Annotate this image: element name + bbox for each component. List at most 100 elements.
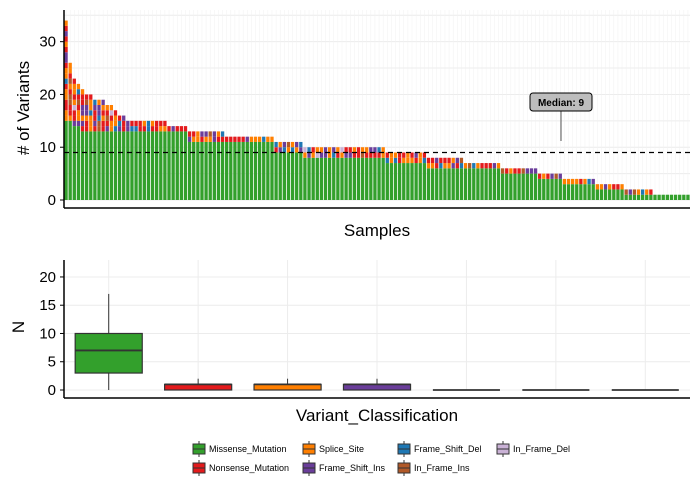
sample-bar-missense (393, 163, 398, 200)
sample-bar-missense (608, 189, 612, 200)
sample-bar-missense (122, 131, 126, 200)
sample-bar-missense (435, 168, 439, 200)
sample-bar-segment (80, 120, 85, 127)
sample-bar-missense (476, 168, 480, 200)
sample-bar-segment (113, 120, 118, 127)
sample-bar-missense (632, 194, 637, 200)
sample-bar-segment (134, 126, 138, 132)
sample-bar-segment (422, 152, 427, 158)
sample-bar-segment (64, 46, 68, 53)
sample-bar (447, 157, 451, 200)
sample-bar-segment (225, 136, 229, 142)
sample-bar-segment (105, 115, 109, 121)
sample-bar-segment (587, 178, 591, 185)
sample-bar-segment (278, 147, 282, 153)
sample-bar-missense (369, 157, 373, 200)
sample-bar-segment (406, 152, 410, 158)
sample-bar-segment (542, 173, 546, 179)
sample-bar-segment (645, 189, 649, 195)
sample-bar-missense (620, 189, 624, 200)
sample-bar (616, 184, 620, 200)
sample-bar-missense (220, 141, 225, 200)
sample-bar-segment (377, 152, 381, 158)
sample-bar-missense (575, 184, 579, 200)
sample-bar (645, 189, 649, 200)
sample-bar (369, 147, 373, 200)
sample-bar-missense (443, 168, 447, 200)
sample-bar-segment (249, 136, 254, 142)
sample-bar-segment (122, 115, 126, 121)
sample-bar-segment (340, 152, 344, 158)
sample-bar-missense (344, 157, 348, 200)
sample-bar (579, 178, 583, 200)
sample-bar-segment (187, 136, 192, 142)
sample-bar-missense (554, 178, 558, 200)
sample-bar-segment (451, 157, 455, 164)
sample-bar-missense (93, 131, 97, 200)
sample-bar-segment (80, 110, 85, 116)
sample-bar-missense (669, 194, 674, 200)
sample-bar-missense (76, 126, 81, 200)
sample-bar-segment (299, 147, 303, 153)
sample-bar-segment (84, 99, 89, 105)
sample-bar-segment (327, 147, 332, 153)
sample-bar-segment (80, 94, 85, 100)
sample-bar-segment (418, 152, 422, 158)
sample-bar (533, 168, 538, 200)
sample-bar (377, 147, 381, 200)
sample-bar (315, 147, 319, 200)
sample-bar-missense (645, 194, 649, 200)
sample-bar-segment (72, 94, 76, 100)
sample-bar (68, 62, 72, 200)
sample-bar-missense (381, 157, 385, 200)
sample-bar-missense (468, 168, 472, 200)
sample-bar-segment (307, 147, 311, 153)
sample-bar-segment (72, 105, 76, 111)
legend-item: In_Frame_Del (496, 441, 570, 457)
sample-bar-missense (397, 163, 402, 200)
sample-bar-segment (142, 126, 146, 132)
sample-bar (513, 168, 517, 200)
sample-bar-segment (365, 152, 369, 158)
sample-bar (348, 147, 352, 200)
sample-bar-missense (538, 178, 542, 200)
sample-bar-segment (109, 110, 114, 116)
sample-bar-segment (196, 136, 200, 142)
sample-bar-segment (496, 163, 501, 169)
sample-bar-missense (150, 131, 155, 200)
sample-bar-segment (72, 99, 76, 105)
sample-bar-segment (101, 105, 105, 111)
sample-bar (484, 163, 488, 200)
sample-bar (262, 136, 266, 200)
sample-bar-segment (389, 152, 394, 158)
sample-bar-missense (142, 131, 146, 200)
sample-bar-segment (505, 168, 509, 174)
sample-bar-segment (385, 157, 389, 164)
sample-bar-segment (369, 152, 373, 158)
top-bars (64, 20, 690, 200)
sample-bar-segment (97, 120, 101, 127)
sample-bar (241, 136, 245, 200)
sample-bar-segment (509, 168, 513, 174)
sample-bar (356, 147, 361, 200)
sample-bar-segment (89, 110, 93, 116)
sample-bar-segment (72, 89, 76, 95)
sample-bar-segment (109, 126, 114, 132)
sample-bar-segment (163, 126, 167, 132)
sample-bar (97, 99, 101, 200)
sample-bar-segment (64, 94, 68, 100)
sample-bar-missense (570, 184, 575, 200)
sample-bar (225, 136, 229, 200)
sample-bar (155, 120, 159, 200)
sample-bar-missense (360, 157, 365, 200)
sample-bar-missense (488, 168, 492, 200)
sample-bar-segment (72, 83, 76, 90)
sample-bar (505, 168, 509, 200)
sample-bar-missense (327, 157, 332, 200)
sample-bar-segment (105, 105, 109, 111)
sample-bar-segment (397, 152, 402, 158)
sample-bar-segment (426, 163, 431, 169)
sample-bar-segment (303, 147, 307, 153)
sample-bar-segment (348, 152, 352, 158)
sample-bar-segment (109, 120, 114, 127)
